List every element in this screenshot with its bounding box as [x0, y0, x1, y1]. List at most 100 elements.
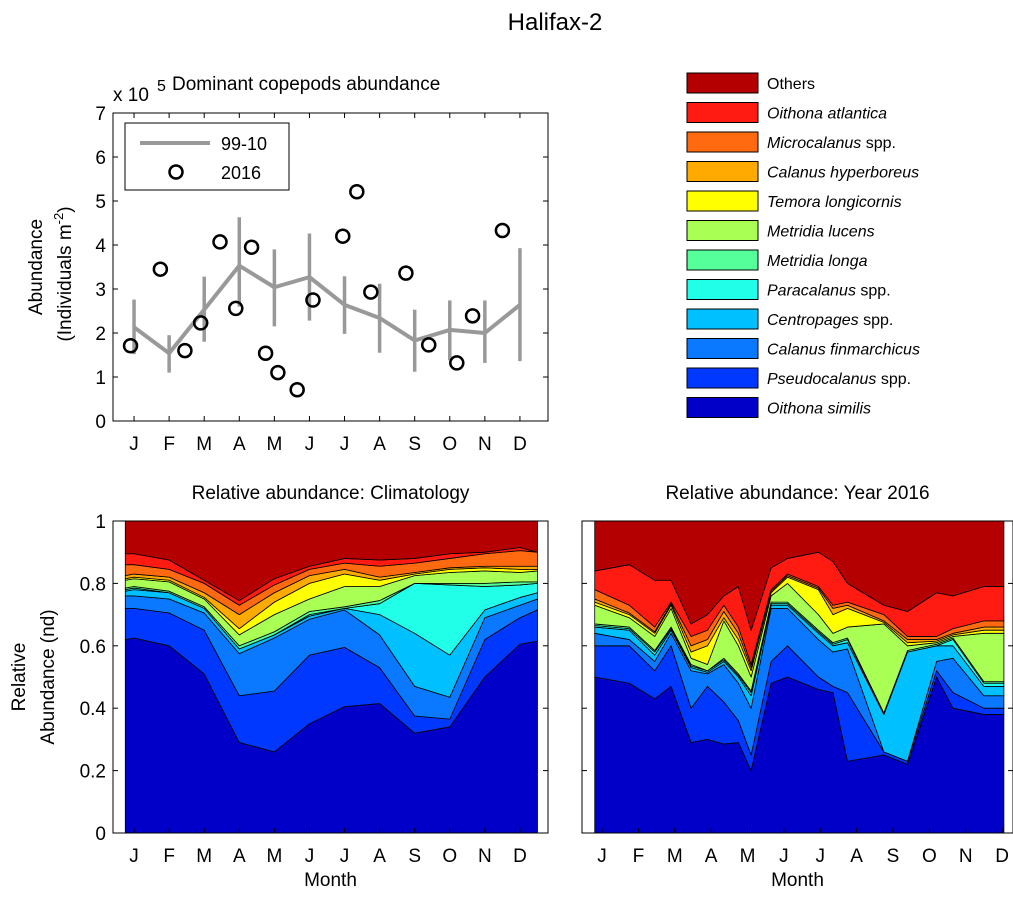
data-point-2016	[363, 284, 379, 300]
y-exponent-superscript: 5	[157, 78, 166, 95]
legend-species-name: Oithona atlantica	[767, 106, 887, 123]
x-tick-label: M	[196, 434, 212, 455]
legend-species-suffix: spp.	[861, 135, 896, 152]
x-tick-label: M	[196, 846, 212, 867]
data-point-2016	[398, 265, 414, 281]
x-tick-label: M	[667, 846, 683, 867]
legend-swatch	[686, 220, 759, 241]
x-tick-label: A	[373, 846, 386, 867]
y-axis-label-line2: Abundance (nd)	[38, 609, 59, 744]
species-legend: Others Oithona atlantica Microcalanus spp.…	[686, 72, 920, 418]
x-tick-label: S	[887, 846, 900, 867]
y-axis-label-text: (Individuals m	[55, 224, 76, 341]
x-tick-label: F	[163, 434, 175, 455]
data-point-2016	[122, 338, 139, 354]
y-tick-label: 2	[95, 324, 106, 345]
legend-label: Others	[767, 76, 815, 93]
x-tick-label: D	[513, 434, 527, 455]
y-tick-label: 5	[95, 192, 106, 213]
x-tick-label: M	[740, 846, 756, 867]
x-tick-label: N	[478, 434, 492, 455]
data-point-2016	[349, 184, 365, 200]
data-point-2016	[192, 315, 209, 331]
legend-species-name: Pseudocalanus	[767, 371, 876, 388]
legend-label: Metridia lucens	[767, 224, 875, 241]
legend-label-2016: 2016	[221, 163, 261, 183]
y-tick-label: 4	[95, 236, 106, 257]
x-tick-label: J	[597, 846, 607, 867]
panel-title: Relative abundance: Year 2016	[665, 483, 929, 504]
legend-swatch	[686, 338, 759, 359]
x-tick-label: J	[340, 434, 350, 455]
y-tick-label: 3	[95, 280, 106, 301]
data-point-2016	[289, 382, 305, 398]
abundance-line-chart: Dominant copepods abundance x 10 5 Abundanc…	[26, 74, 549, 455]
legend-label: Pseudocalanus spp.	[767, 371, 911, 388]
y-exponent-label: x 10	[113, 85, 149, 106]
data-point-2016	[212, 234, 228, 250]
y-axis-label-line1: Abundance	[26, 219, 47, 315]
climatology-area-chart: Relative abundance: Climatology 0 0.2 0.4 0.…	[9, 483, 549, 891]
inner-legend-box	[124, 122, 290, 191]
x-tick-label: J	[340, 846, 350, 867]
data-point-2016	[257, 345, 274, 361]
y-tick-label: 1	[95, 512, 106, 533]
legend-swatch	[686, 131, 759, 153]
x-tick-label: F	[633, 846, 645, 867]
x-tick-label: O	[922, 846, 937, 867]
x-tick-label: A	[850, 846, 863, 867]
legend-marker-swatch	[168, 164, 184, 180]
legend-species-name: Calanus hyperboreus	[767, 165, 919, 182]
legend-species-name: Calanus finmarchicus	[767, 342, 920, 359]
x-tick-label: J	[305, 434, 315, 455]
legend-label: Calanus finmarchicus	[767, 342, 920, 359]
x-tick-label: J	[815, 846, 825, 867]
x-tick-label: N	[478, 846, 492, 867]
legend-swatch	[686, 367, 759, 389]
legend-species-name: Metridia longa	[767, 253, 868, 270]
legend-label: Calanus hyperboreus	[767, 165, 919, 182]
y-tick-label: 0.6	[80, 637, 106, 658]
x-tick-label: J	[129, 434, 139, 455]
x-tick-label: M	[266, 846, 282, 867]
legend-species-name: Paracalanus	[767, 283, 856, 300]
x-tick-label: J	[305, 846, 315, 867]
legend-label: Oithona similis	[767, 401, 871, 418]
legend-swatch	[686, 72, 759, 94]
legend-swatch	[686, 249, 759, 271]
x-axis-label: Month	[771, 870, 824, 891]
y-tick-label: 6	[95, 148, 106, 169]
y-tick-label: 7	[95, 104, 106, 125]
y-axis-label-line1: Relative	[9, 643, 30, 712]
data-point-2016	[177, 342, 193, 359]
legend-species-suffix: spp.	[859, 312, 894, 329]
legend-species-suffix: spp.	[876, 371, 911, 388]
data-point-2016	[305, 292, 321, 308]
legend-swatch	[686, 308, 759, 330]
year-2016-area-chart: Relative abundance: Year 2016 J F M A M J J A S O N…	[581, 483, 1013, 891]
legend-label: Microcalanus spp.	[767, 135, 896, 152]
data-point-2016	[335, 228, 351, 244]
y-axis-label-superscript: -2	[51, 213, 66, 225]
x-axis-label: Month	[304, 870, 357, 891]
y-axis-label-line2: (Individuals m-2)	[51, 206, 76, 341]
y-tick-label: 0.4	[80, 699, 107, 720]
legend-species-name: Oithona similis	[767, 401, 871, 418]
y-tick-label: 1	[95, 368, 106, 389]
x-tick-label: A	[373, 434, 386, 455]
x-tick-label: A	[233, 846, 246, 867]
legend-swatch	[686, 161, 759, 182]
x-tick-label: D	[513, 846, 527, 867]
x-tick-label: M	[266, 434, 282, 455]
x-tick-label: S	[408, 434, 421, 455]
legend-swatch	[686, 102, 759, 123]
legend-swatch	[686, 397, 759, 418]
x-tick-label: O	[442, 846, 457, 867]
data-point-2016	[420, 337, 437, 353]
legend-label: Temora longicornis	[767, 194, 902, 211]
legend-swatch	[686, 279, 759, 300]
x-tick-label: O	[442, 434, 457, 455]
data-point-2016	[152, 261, 169, 277]
legend-swatch	[686, 190, 759, 212]
